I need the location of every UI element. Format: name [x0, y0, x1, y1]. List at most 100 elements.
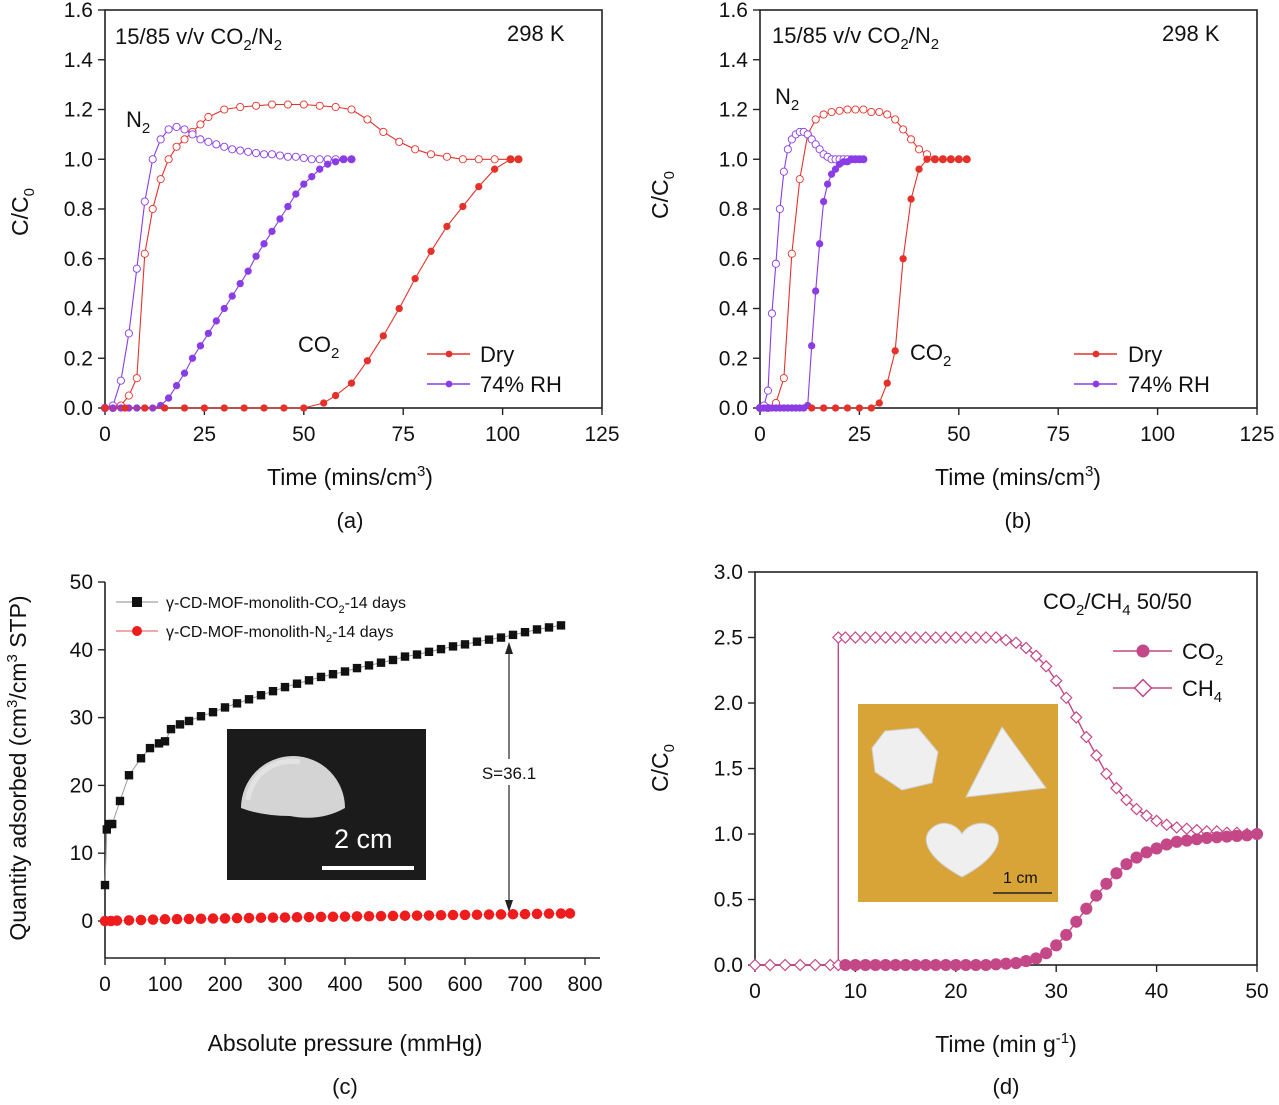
data-point-d-0-13: [889, 631, 902, 644]
monolith-highlight: [245, 758, 301, 801]
data-point-d-1-6: [899, 958, 912, 972]
panel-b-caption: (b): [1005, 508, 1032, 533]
data-point-d-1-14: [979, 958, 992, 972]
data-point-a-2-11: [188, 354, 197, 362]
difference-arrow-head-top: [505, 642, 513, 654]
data-point-c-1-8: [183, 913, 195, 925]
data-point-a-2-23: [284, 202, 292, 211]
panel-a-legend-dry-label: Dry: [480, 342, 514, 367]
data-point-c-0-4: [115, 796, 125, 806]
y-tick-label-d-5: 2.5: [714, 627, 743, 650]
data-point-a-0-9: [172, 142, 181, 151]
panel-b: 0 25 50 75 100 125 0.0 0.2 0.4 0.6 0.8 1.0 1.2 1.4 1.6…: [647, 0, 1275, 533]
data-point-c-0-39: [508, 630, 518, 640]
panel-c-photo-inset: 2 cm: [227, 729, 426, 880]
data-point-d-1-13: [969, 958, 982, 972]
data-point-a-1-2: [116, 376, 125, 385]
data-point-c-0-41: [532, 625, 542, 634]
data-point-c-0-42: [544, 623, 554, 632]
data-point-b-0-12: [851, 105, 860, 114]
y-tick-label-a-1: 0.2: [64, 347, 93, 370]
y-tick-label-a-3: 0.6: [64, 248, 93, 271]
data-point-c-0-38: [496, 633, 506, 642]
data-point-b-3-10: [907, 195, 915, 203]
data-point-d-0-34: [1100, 767, 1113, 781]
data-point-c-1-21: [339, 911, 351, 922]
panel-c-difference-arrow: S=36.1: [470, 642, 548, 912]
data-point-d-1-39: [1230, 829, 1243, 843]
data-point-d-1-33: [1170, 835, 1183, 848]
data-point-b-2-19: [831, 165, 840, 173]
data-point-d-1-29: [1130, 851, 1143, 864]
y-tick-label-c-2: 20: [70, 774, 93, 797]
data-point-c-0-43: [556, 621, 566, 630]
data-point-a-0-8: [164, 155, 173, 164]
panel-d-series: [748, 631, 1264, 972]
data-point-b-0-15: [875, 107, 884, 117]
y-tick-label-b-4: 0.8: [719, 198, 748, 221]
data-point-a-0-15: [236, 102, 245, 112]
data-point-c-0-1: [102, 825, 111, 834]
data-point-a-1-23: [283, 152, 292, 161]
x-tick-label-d-3: 30: [1045, 980, 1068, 1003]
data-point-b-2-15: [815, 240, 824, 248]
data-point-c-0-10: [166, 724, 176, 734]
data-point-b-0-7: [811, 115, 820, 124]
data-point-c-1-5: [147, 914, 159, 925]
y-tick-label-b-8: 1.6: [719, 0, 748, 22]
data-point-a-1-4: [132, 264, 141, 273]
panel-a-caption: (a): [337, 508, 364, 533]
panel-b-series: [755, 105, 971, 413]
panel-b-x-axis-label: Time (mins/cm3): [935, 463, 1101, 490]
panel-b-legend: Dry 74% RH: [1074, 342, 1210, 397]
panel-a-title-right: 298 K: [507, 21, 565, 46]
data-point-d-0-38: [1140, 809, 1153, 823]
data-point-d-0-33: [1090, 749, 1103, 762]
data-point-a-2-24: [292, 190, 300, 198]
data-point-c-1-20: [327, 911, 339, 923]
x-tick-label-c-0: 0: [99, 973, 111, 996]
data-point-b-3-15: [947, 155, 955, 163]
data-point-c-0-27: [364, 661, 374, 670]
data-point-d-1-22: [1060, 928, 1073, 941]
data-point-d-0-3: [793, 958, 807, 972]
data-point-d-0-16: [919, 631, 933, 644]
data-point-d-1-20: [1040, 947, 1053, 960]
data-point-b-0-16: [883, 110, 892, 119]
panel-d-caption: (d): [993, 1074, 1020, 1099]
data-point-d-1-12: [959, 958, 972, 972]
data-point-d-0-29: [1049, 674, 1063, 688]
data-point-a-0-4: [132, 374, 141, 383]
data-point-a-0-3: [124, 391, 133, 400]
data-point-a-1-3: [124, 329, 133, 338]
panel-c-legend-n2-marker: [132, 626, 142, 636]
panel-a-series: [100, 100, 523, 413]
series-line-a-0: [105, 103, 519, 409]
data-point-a-0-27: [426, 150, 436, 159]
data-point-a-0-13: [204, 112, 213, 122]
data-point-a-3-14: [363, 357, 372, 365]
data-point-a-3-1: [121, 404, 129, 412]
data-point-c-1-7: [171, 913, 183, 925]
data-point-d-1-2: [859, 958, 872, 972]
panel-d-x-axis-label: Time (min g-1): [935, 1030, 1077, 1057]
data-point-a-3-3: [160, 404, 169, 412]
data-point-c-1-29: [435, 909, 447, 921]
data-point-a-3-11: [320, 399, 328, 407]
data-point-d-1-17: [1009, 956, 1023, 970]
panel-b-title-left: 15/85 v/v CO2/N2: [772, 23, 939, 53]
data-point-d-0-18: [939, 631, 953, 644]
data-point-d-1-10: [939, 958, 952, 972]
data-point-a-1-11: [188, 130, 197, 139]
y-tick-label-a-6: 1.2: [64, 99, 93, 122]
panel-d-legend-ch4-marker: [1133, 678, 1153, 698]
data-point-d-0-30: [1059, 691, 1073, 705]
y-tick-label-b-3: 0.6: [719, 248, 748, 271]
data-point-b-1-7: [783, 145, 792, 154]
data-point-a-1-15: [220, 142, 229, 151]
panel-c-y-axis-label: Quantity adsorbed (cm3/cm3 STP): [4, 595, 31, 940]
series-line-a-1: [104, 126, 352, 409]
data-point-a-1-14: [212, 140, 221, 149]
data-point-a-0-14: [220, 105, 229, 114]
data-point-b-3-16: [955, 155, 963, 163]
